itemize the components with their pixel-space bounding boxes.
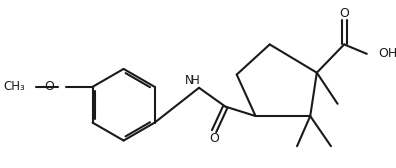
Text: O: O [209,132,219,145]
Text: O: O [44,80,54,93]
Text: O: O [339,7,349,20]
Text: OH: OH [378,47,396,60]
Text: H: H [191,74,200,87]
Text: CH₃: CH₃ [3,80,25,93]
Text: N: N [185,74,194,87]
